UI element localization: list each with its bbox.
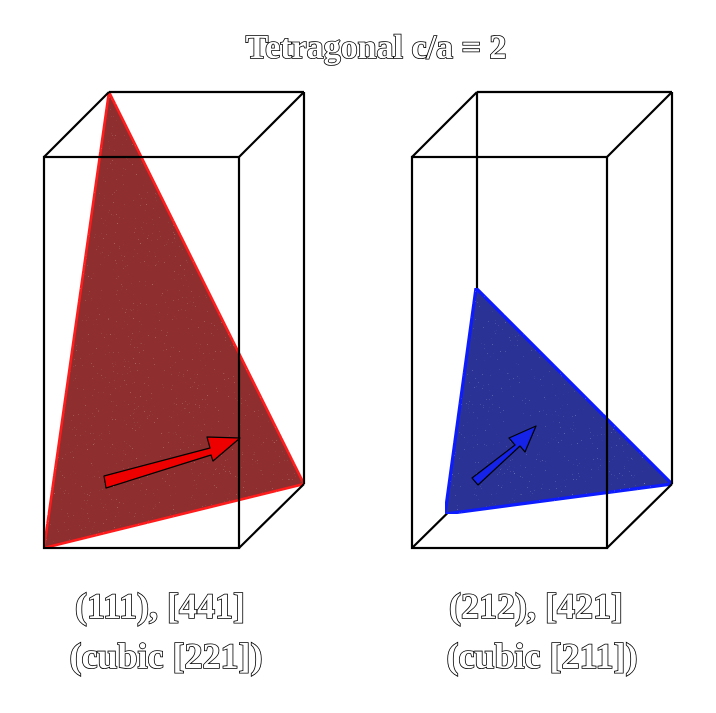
figure-title: Tetragonal c/a = 2 <box>246 29 507 66</box>
panel-right-label-line1: (212), [421] <box>449 586 623 626</box>
panel-left: (111), [441] (cubic [221]) <box>44 92 304 676</box>
panel-left-label-line1: (111), [441] <box>75 586 245 626</box>
panel-right: (212), [421] (cubic [211]) <box>412 92 672 676</box>
panel-right-label-line2: (cubic [211]) <box>447 636 638 676</box>
panel-left-label-line2: (cubic [221]) <box>70 636 263 676</box>
plane-111 <box>44 92 304 548</box>
